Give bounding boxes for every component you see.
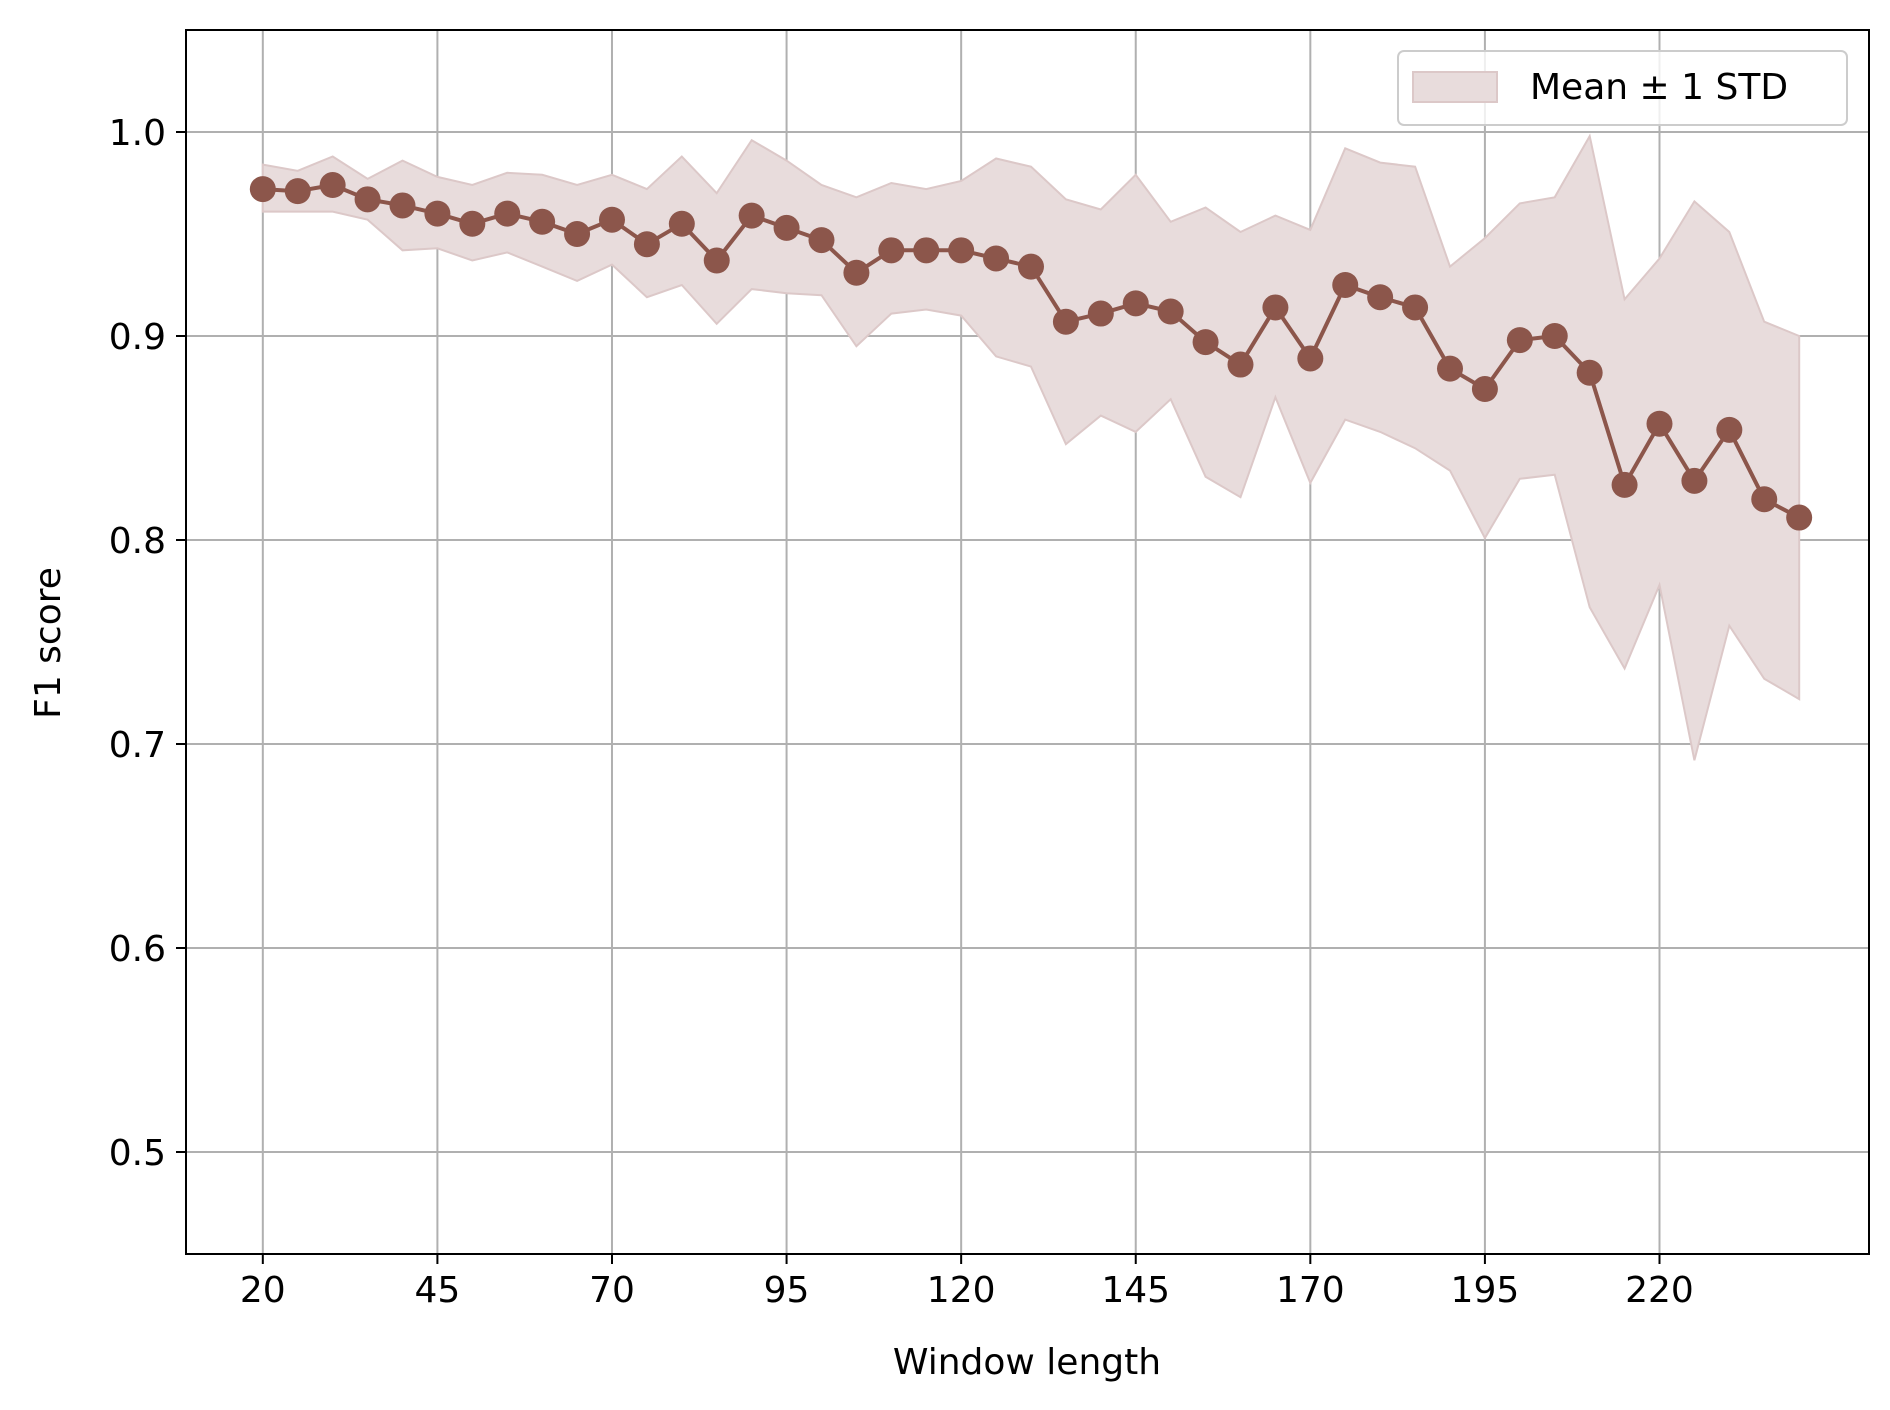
data-point — [948, 237, 975, 264]
y-tick-label: 1.0 — [109, 113, 166, 154]
data-point — [1576, 359, 1603, 386]
x-ticks: 20 45 70 95 120 145 170 195 220 — [240, 1254, 1694, 1311]
y-tick-label: 0.5 — [109, 1133, 166, 1174]
y-tick-label: 0.8 — [109, 521, 166, 562]
std-band — [261, 133, 1801, 761]
x-tick-label: 220 — [1625, 1270, 1694, 1311]
data-point — [703, 247, 730, 274]
y-axis-title: F1 score — [28, 567, 69, 719]
x-tick-label: 120 — [927, 1270, 996, 1311]
data-point — [494, 200, 521, 227]
data-point — [1227, 351, 1254, 378]
y-ticks: 0.5 0.6 0.7 0.8 0.9 1.0 — [109, 113, 186, 1174]
x-tick-label: 170 — [1276, 1270, 1345, 1311]
data-point — [1471, 376, 1498, 403]
data-point — [249, 176, 276, 203]
legend-label: Mean ± 1 STD — [1530, 67, 1788, 108]
data-point — [424, 200, 451, 227]
x-tick-label: 145 — [1101, 1270, 1170, 1311]
y-tick-label: 0.6 — [109, 929, 166, 970]
data-point — [284, 178, 311, 205]
data-point — [1786, 504, 1813, 531]
data-point — [1541, 323, 1568, 349]
data-point — [529, 208, 556, 235]
data-point — [1716, 416, 1743, 443]
x-tick-label: 195 — [1451, 1270, 1520, 1311]
data-point — [843, 259, 870, 286]
y-tick-label: 0.7 — [109, 725, 166, 766]
x-axis-title: Window length — [893, 1342, 1161, 1383]
legend: Mean ± 1 STD — [1397, 50, 1848, 126]
data-point — [738, 202, 765, 229]
data-point — [808, 227, 835, 254]
data-point — [1611, 471, 1638, 498]
data-point — [1262, 294, 1289, 321]
data-point — [1681, 467, 1708, 494]
data-point — [1017, 253, 1044, 280]
data-point — [1646, 410, 1673, 437]
mean-points — [249, 172, 1813, 531]
legend-box — [1397, 50, 1848, 126]
data-point — [668, 210, 695, 237]
data-point — [1506, 327, 1533, 354]
data-point — [633, 231, 660, 258]
data-point — [564, 221, 591, 247]
x-tick-label: 45 — [414, 1270, 460, 1311]
data-point — [389, 192, 416, 219]
std-band-area — [261, 133, 1801, 761]
data-point — [1751, 486, 1778, 513]
x-tick-label: 95 — [764, 1270, 810, 1311]
x-tick-label: 20 — [240, 1270, 286, 1311]
data-point — [1157, 298, 1184, 325]
data-point — [1332, 272, 1359, 298]
data-point — [913, 237, 940, 264]
data-point — [1192, 329, 1219, 356]
data-point — [983, 245, 1010, 272]
data-point — [459, 210, 486, 237]
data-point — [1436, 355, 1463, 382]
data-point — [354, 186, 381, 213]
data-point — [319, 172, 346, 199]
data-point — [773, 214, 800, 241]
data-point — [1122, 290, 1149, 317]
data-point — [1297, 345, 1324, 372]
data-point — [1052, 308, 1079, 335]
x-tick-label: 70 — [589, 1270, 635, 1311]
data-point — [1402, 294, 1429, 321]
legend-swatch — [1412, 71, 1498, 103]
data-point — [598, 206, 625, 233]
y-tick-label: 0.9 — [109, 317, 166, 358]
data-point — [1367, 284, 1394, 311]
data-point — [1087, 300, 1114, 327]
data-point — [878, 237, 905, 264]
plot-frame — [185, 29, 1870, 1255]
